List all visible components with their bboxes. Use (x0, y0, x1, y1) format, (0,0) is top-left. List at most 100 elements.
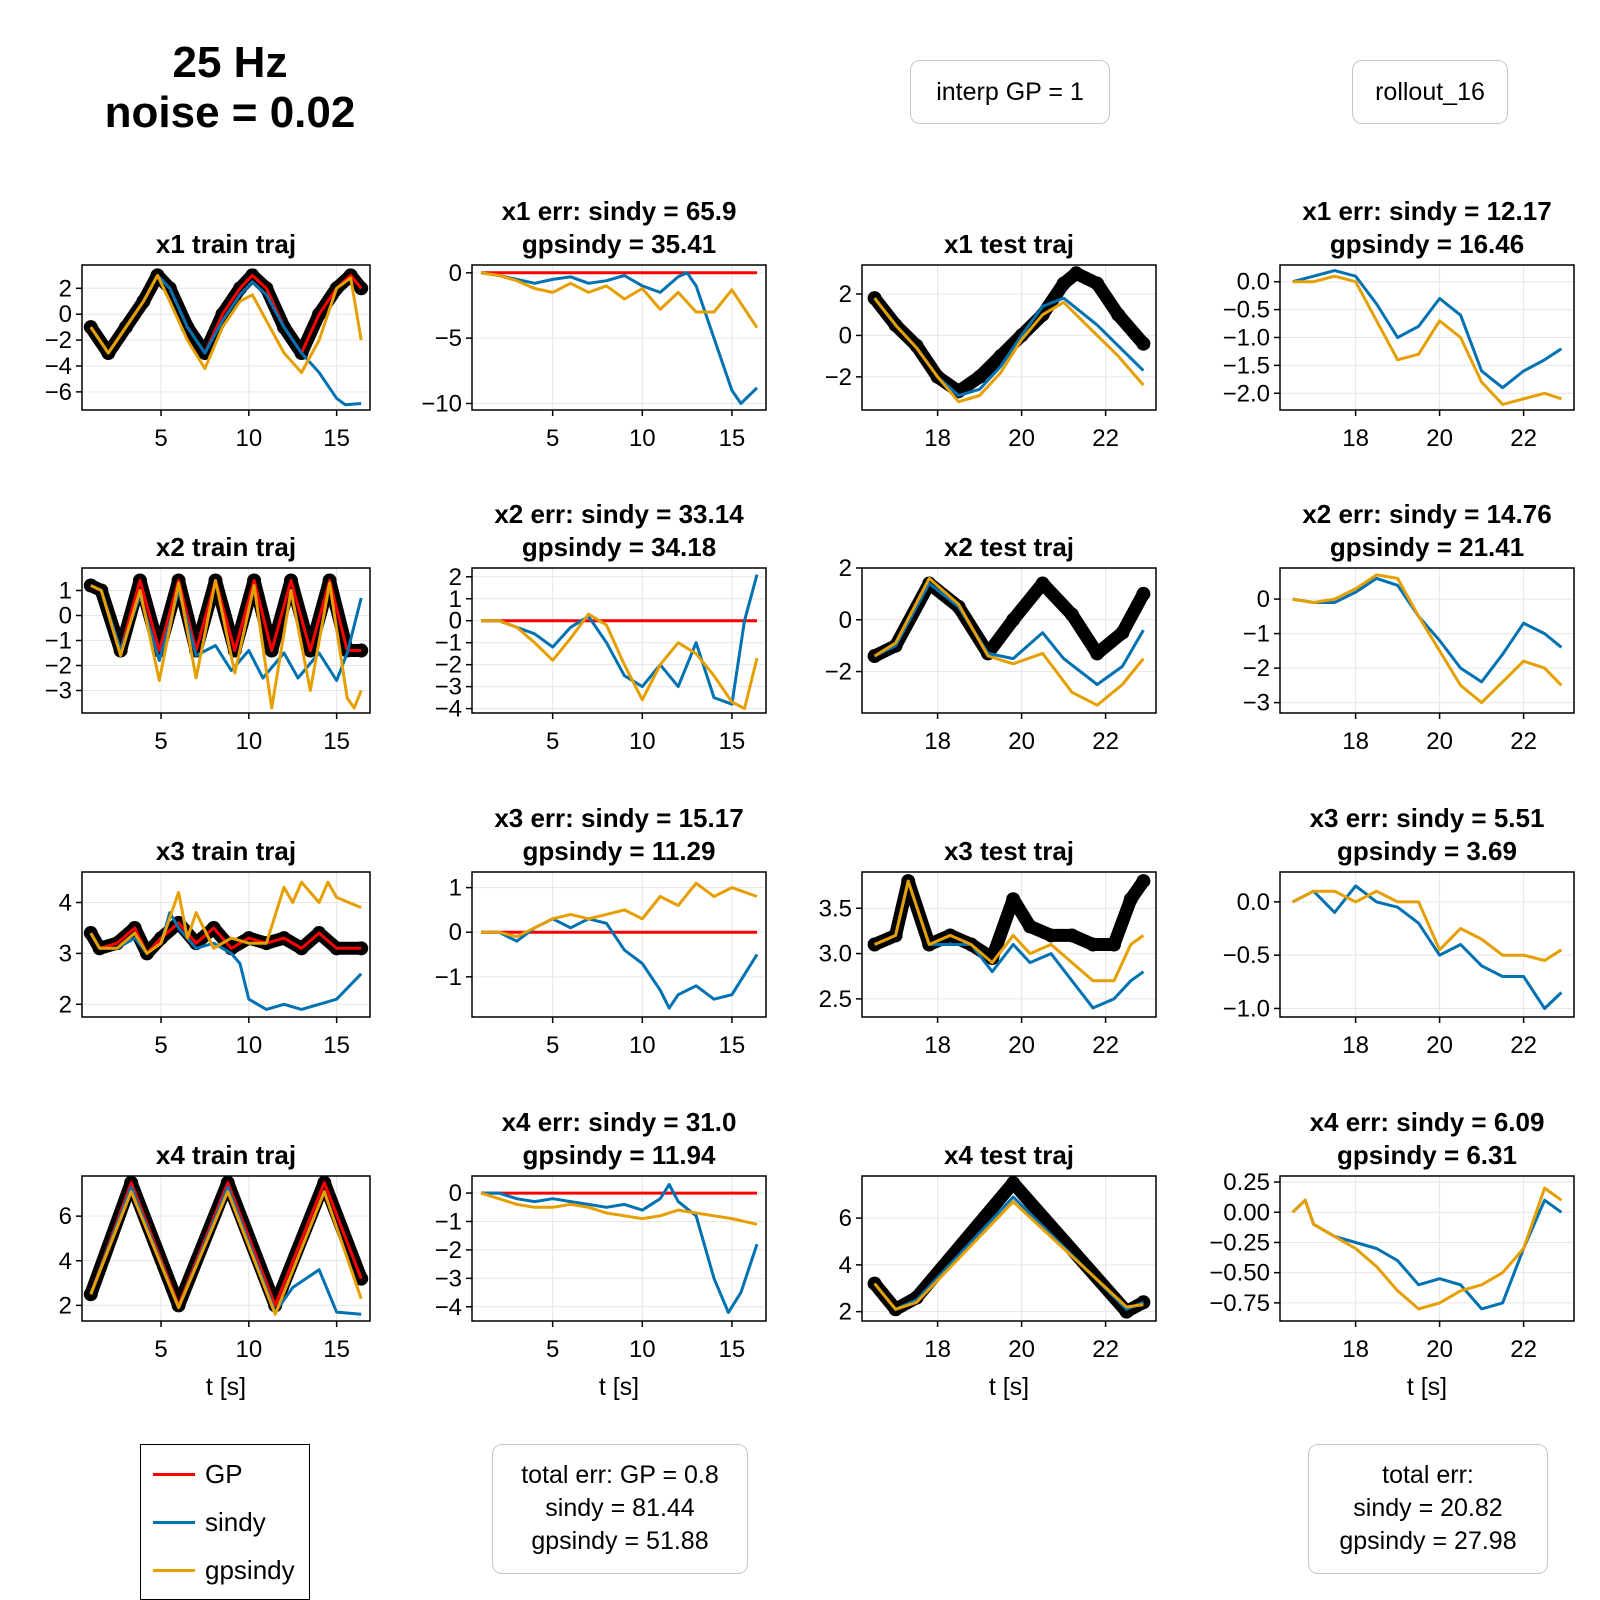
x-tick-label: 18 (924, 728, 951, 755)
x-tick-label: 5 (546, 1032, 559, 1059)
x-tick-label: 22 (1092, 1032, 1119, 1059)
x-axis-label: t [s] (599, 1373, 639, 1401)
y-tick-label: 0 (839, 607, 852, 634)
y-tick-label: 0.0 (1237, 889, 1270, 916)
x-tick-label: 15 (323, 1336, 350, 1363)
plot-title-line: x4 err: sindy = 6.09 (1310, 1107, 1545, 1137)
x-tick-label: 20 (1008, 728, 1035, 755)
y-tick-label: −4 (435, 696, 462, 723)
total-rollout-line2: sindy = 20.82 (1353, 1494, 1503, 1522)
y-tick-label: 4 (59, 890, 72, 917)
x-tick-label: 20 (1008, 1336, 1035, 1363)
x-axis-label: t [s] (989, 1373, 1029, 1401)
interp-gp-label: interp GP = 1 (910, 60, 1110, 124)
y-tick-label: −3 (435, 674, 462, 701)
plot-series-group (1291, 1186, 1563, 1311)
x-axis-label: t [s] (206, 1373, 246, 1401)
y-tick-label: 0 (449, 1180, 462, 1207)
x-tick-label: 22 (1510, 728, 1537, 755)
y-tick-label: −0.5 (1223, 942, 1270, 969)
y-tick-label: 0.25 (1223, 1169, 1270, 1196)
x-tick-label: 22 (1092, 425, 1119, 452)
data-point (1136, 874, 1151, 889)
plot-title-line: gpsindy = 16.46 (1330, 229, 1524, 259)
data-point (1090, 276, 1105, 291)
y-tick-label: −1 (1243, 621, 1270, 648)
y-tick-label: −1.0 (1223, 325, 1270, 352)
data-point (1107, 937, 1121, 952)
series-line-sindy (873, 582, 1145, 686)
series-line-gp (89, 921, 362, 955)
plot-title-line: x1 err: sindy = 65.9 (502, 196, 737, 226)
series-line-gpsindy (89, 1190, 363, 1316)
plot-title-line: gpsindy = 6.31 (1337, 1140, 1517, 1170)
x-tick-label: 18 (924, 1336, 951, 1363)
y-tick-label: −1.0 (1223, 995, 1270, 1022)
plot-frame (1279, 567, 1575, 714)
plot-frame (1279, 1175, 1575, 1322)
y-tick-label: 0 (449, 608, 462, 635)
series-line-gpsindy (873, 297, 1145, 404)
y-tick-label: 6 (839, 1205, 852, 1232)
data-point (1006, 612, 1021, 627)
x-tick-label: 10 (629, 1032, 656, 1059)
plot-title-line: x4 err: sindy = 31.0 (502, 1107, 737, 1137)
plot-title-line: gpsindy = 3.69 (1337, 836, 1517, 866)
x-tick-label: 18 (1342, 728, 1369, 755)
total-err-line2: sindy = 81.44 (545, 1494, 695, 1522)
data-point (867, 649, 882, 664)
x-tick-label: 10 (629, 425, 656, 452)
plot-title-line: x3 err: sindy = 15.17 (494, 803, 743, 833)
total-err-line1: total err: GP = 0.8 (521, 1461, 719, 1489)
data-point (354, 941, 369, 956)
y-tick-label: −1 (45, 628, 72, 655)
plot-frame (471, 264, 767, 411)
x-tick-label: 20 (1426, 1336, 1453, 1363)
series-line-gpsindy (1292, 274, 1562, 406)
y-tick-label: 0 (59, 301, 72, 328)
plot-title-line: x2 err: sindy = 33.14 (494, 499, 744, 529)
data-point (1136, 586, 1151, 601)
x-tick-label: 10 (235, 1336, 262, 1363)
y-tick-label: 3.5 (819, 895, 852, 922)
y-tick-label: 3.0 (819, 941, 852, 968)
data-trace (868, 874, 1150, 965)
y-tick-label: −1.5 (1223, 352, 1270, 379)
plot-title-line: x2 test traj (944, 532, 1074, 562)
data-point (1136, 1295, 1151, 1310)
plot-x4-train: x4 train traj 5 10 15 6 4 2 t [s] (59, 1140, 371, 1401)
plot-title-line: gpsindy = 11.94 (523, 1140, 716, 1170)
plot-x3-test: x3 test traj 18 20 22 3.5 3.0 2.5 (819, 836, 1157, 1059)
x-tick-label: 10 (235, 425, 262, 452)
plot-x1-train: x1 train traj 5 10 15 20−2−4−6 (45, 229, 371, 452)
y-tick-label: 2 (839, 1299, 852, 1326)
y-tick-label: 2 (449, 564, 462, 591)
x-tick-label: 18 (1342, 1032, 1369, 1059)
y-tick-label: 0 (59, 603, 72, 630)
legend-item-gp: GP (153, 1459, 243, 1489)
series-line-gpsindy (1291, 889, 1563, 962)
y-tick-label: 2 (839, 555, 852, 582)
y-tick-label: 2 (839, 281, 852, 308)
x-tick-label: 18 (1342, 1336, 1369, 1363)
y-tick-label: 2 (59, 275, 72, 302)
plot-title-line: x4 train traj (156, 1140, 296, 1170)
y-tick-label: −1 (435, 630, 462, 657)
legend-label-sindy: sindy (205, 1506, 266, 1537)
data-point (83, 926, 98, 941)
plot-title-line: x4 test traj (944, 1140, 1074, 1170)
plot-x3-train: x3 train traj 5 10 15 4 3 2 (59, 836, 371, 1059)
plot-title-line: x1 train traj (156, 229, 296, 259)
y-tick-label: −2 (45, 327, 72, 354)
plot-title-line: gpsindy = 21.41 (1330, 532, 1524, 562)
plot-frame (861, 871, 1157, 1018)
data-point (1023, 919, 1037, 934)
x-tick-label: 5 (154, 728, 167, 755)
plot-series-group (481, 881, 759, 1010)
legend-label-gp: GP (205, 1458, 243, 1489)
legend: GP sindy gpsindy (140, 1444, 310, 1600)
y-tick-label: −0.75 (1209, 1290, 1270, 1317)
